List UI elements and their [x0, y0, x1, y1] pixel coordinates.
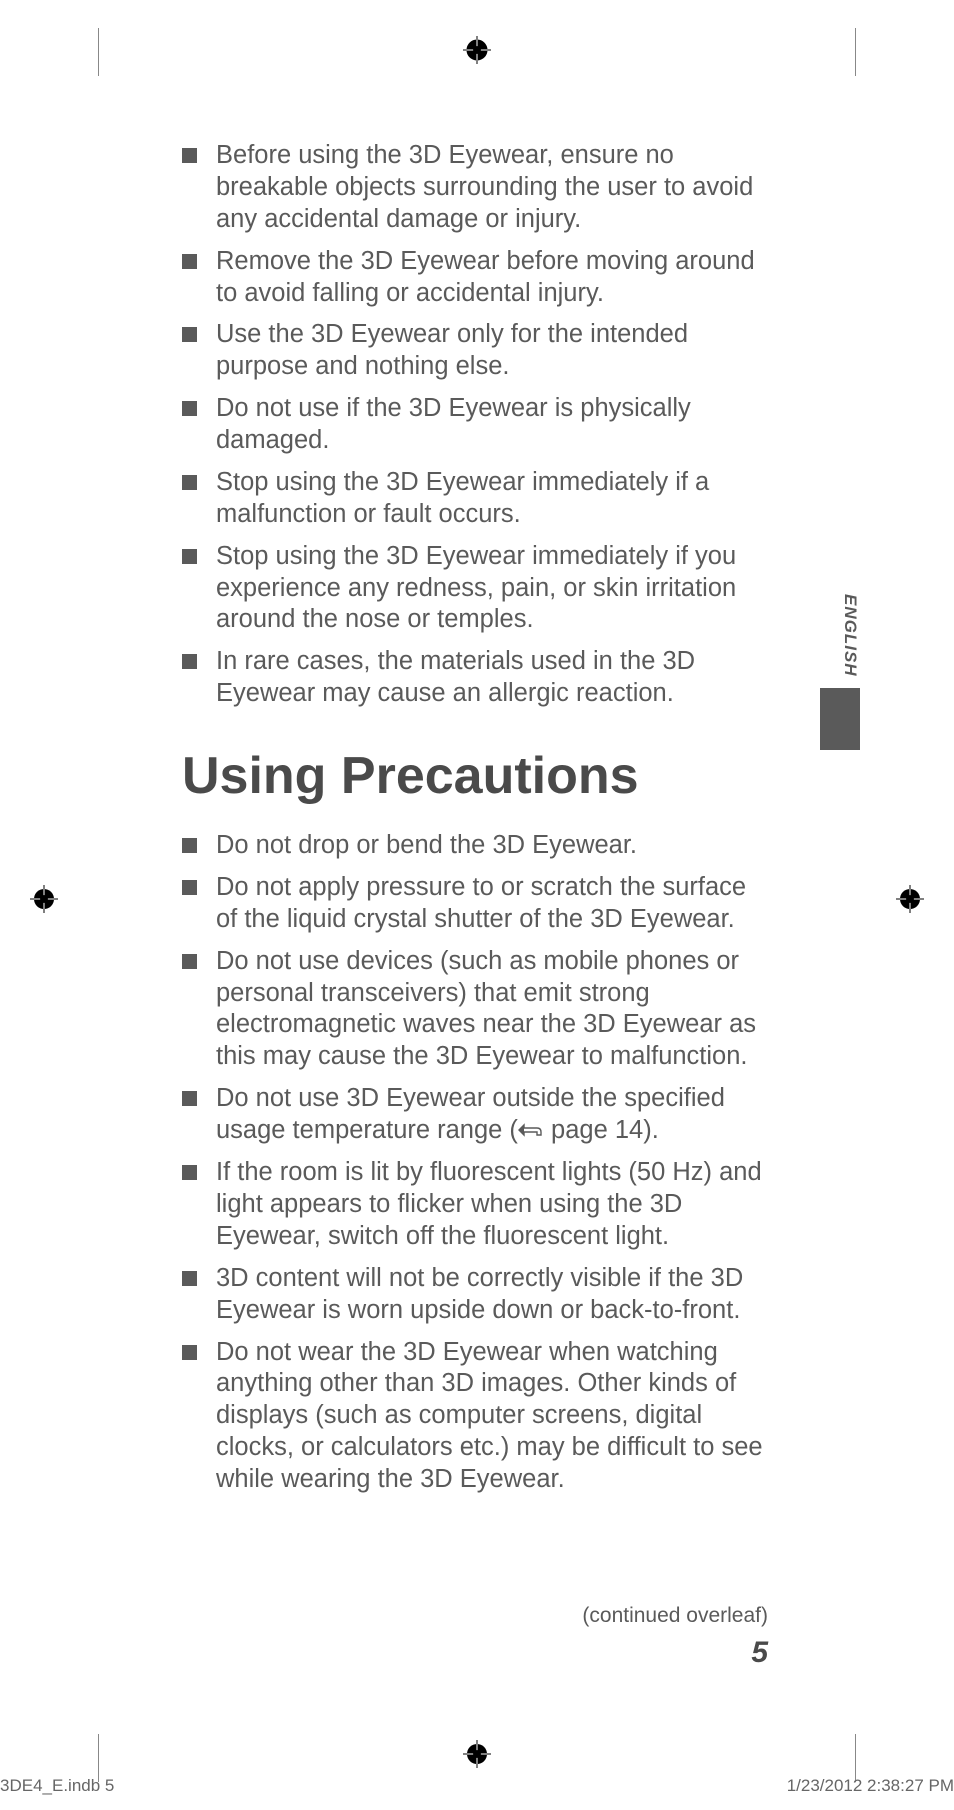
list-item: Do not use 3D Eyewear outside the specif… — [182, 1083, 772, 1147]
list-item: Stop using the 3D Eyewear immediately if… — [182, 541, 772, 637]
language-tab-marker — [820, 688, 860, 750]
list-item: Do not use if the 3D Eyewear is physical… — [182, 393, 772, 457]
list-item: Before using the 3D Eyewear, ensure no b… — [182, 140, 772, 236]
safety-bullet-list: Before using the 3D Eyewear, ensure no b… — [182, 140, 772, 710]
page-content: Before using the 3D Eyewear, ensure no b… — [182, 140, 772, 1506]
crop-mark — [855, 1734, 856, 1782]
list-item: Use the 3D Eyewear only for the intended… — [182, 319, 772, 383]
page-reference-icon — [518, 1115, 544, 1147]
precautions-bullet-list: Do not drop or bend the 3D Eyewear. Do n… — [182, 830, 772, 1496]
section-heading: Using Precautions — [182, 746, 772, 806]
language-tab: ENGLISH — [820, 580, 860, 750]
list-item: 3D content will not be correctly visible… — [182, 1263, 772, 1327]
list-item: Do not use devices (such as mobile phone… — [182, 946, 772, 1074]
registration-mark-icon — [463, 36, 491, 64]
registration-mark-icon — [463, 1740, 491, 1768]
footer-filename: 3DE4_E.indb 5 — [0, 1776, 114, 1796]
list-item: Stop using the 3D Eyewear immediately if… — [182, 467, 772, 531]
bullet-text-suffix: page 14). — [544, 1116, 659, 1144]
list-item: Remove the 3D Eyewear before moving arou… — [182, 246, 772, 310]
list-item: If the room is lit by fluorescent lights… — [182, 1157, 772, 1253]
list-item: Do not wear the 3D Eyewear when watching… — [182, 1337, 772, 1496]
page-number: 5 — [751, 1636, 768, 1670]
crop-mark — [855, 28, 856, 76]
registration-mark-icon — [30, 885, 58, 913]
list-item: Do not apply pressure to or scratch the … — [182, 872, 772, 936]
list-item: In rare cases, the materials used in the… — [182, 646, 772, 710]
crop-mark — [98, 1734, 99, 1782]
footer-timestamp: 1/23/2012 2:38:27 PM — [787, 1776, 954, 1796]
registration-mark-icon — [896, 885, 924, 913]
crop-mark — [98, 28, 99, 76]
language-label: ENGLISH — [820, 580, 860, 690]
list-item: Do not drop or bend the 3D Eyewear. — [182, 830, 772, 862]
continued-overleaf-text: (continued overleaf) — [582, 1604, 768, 1628]
